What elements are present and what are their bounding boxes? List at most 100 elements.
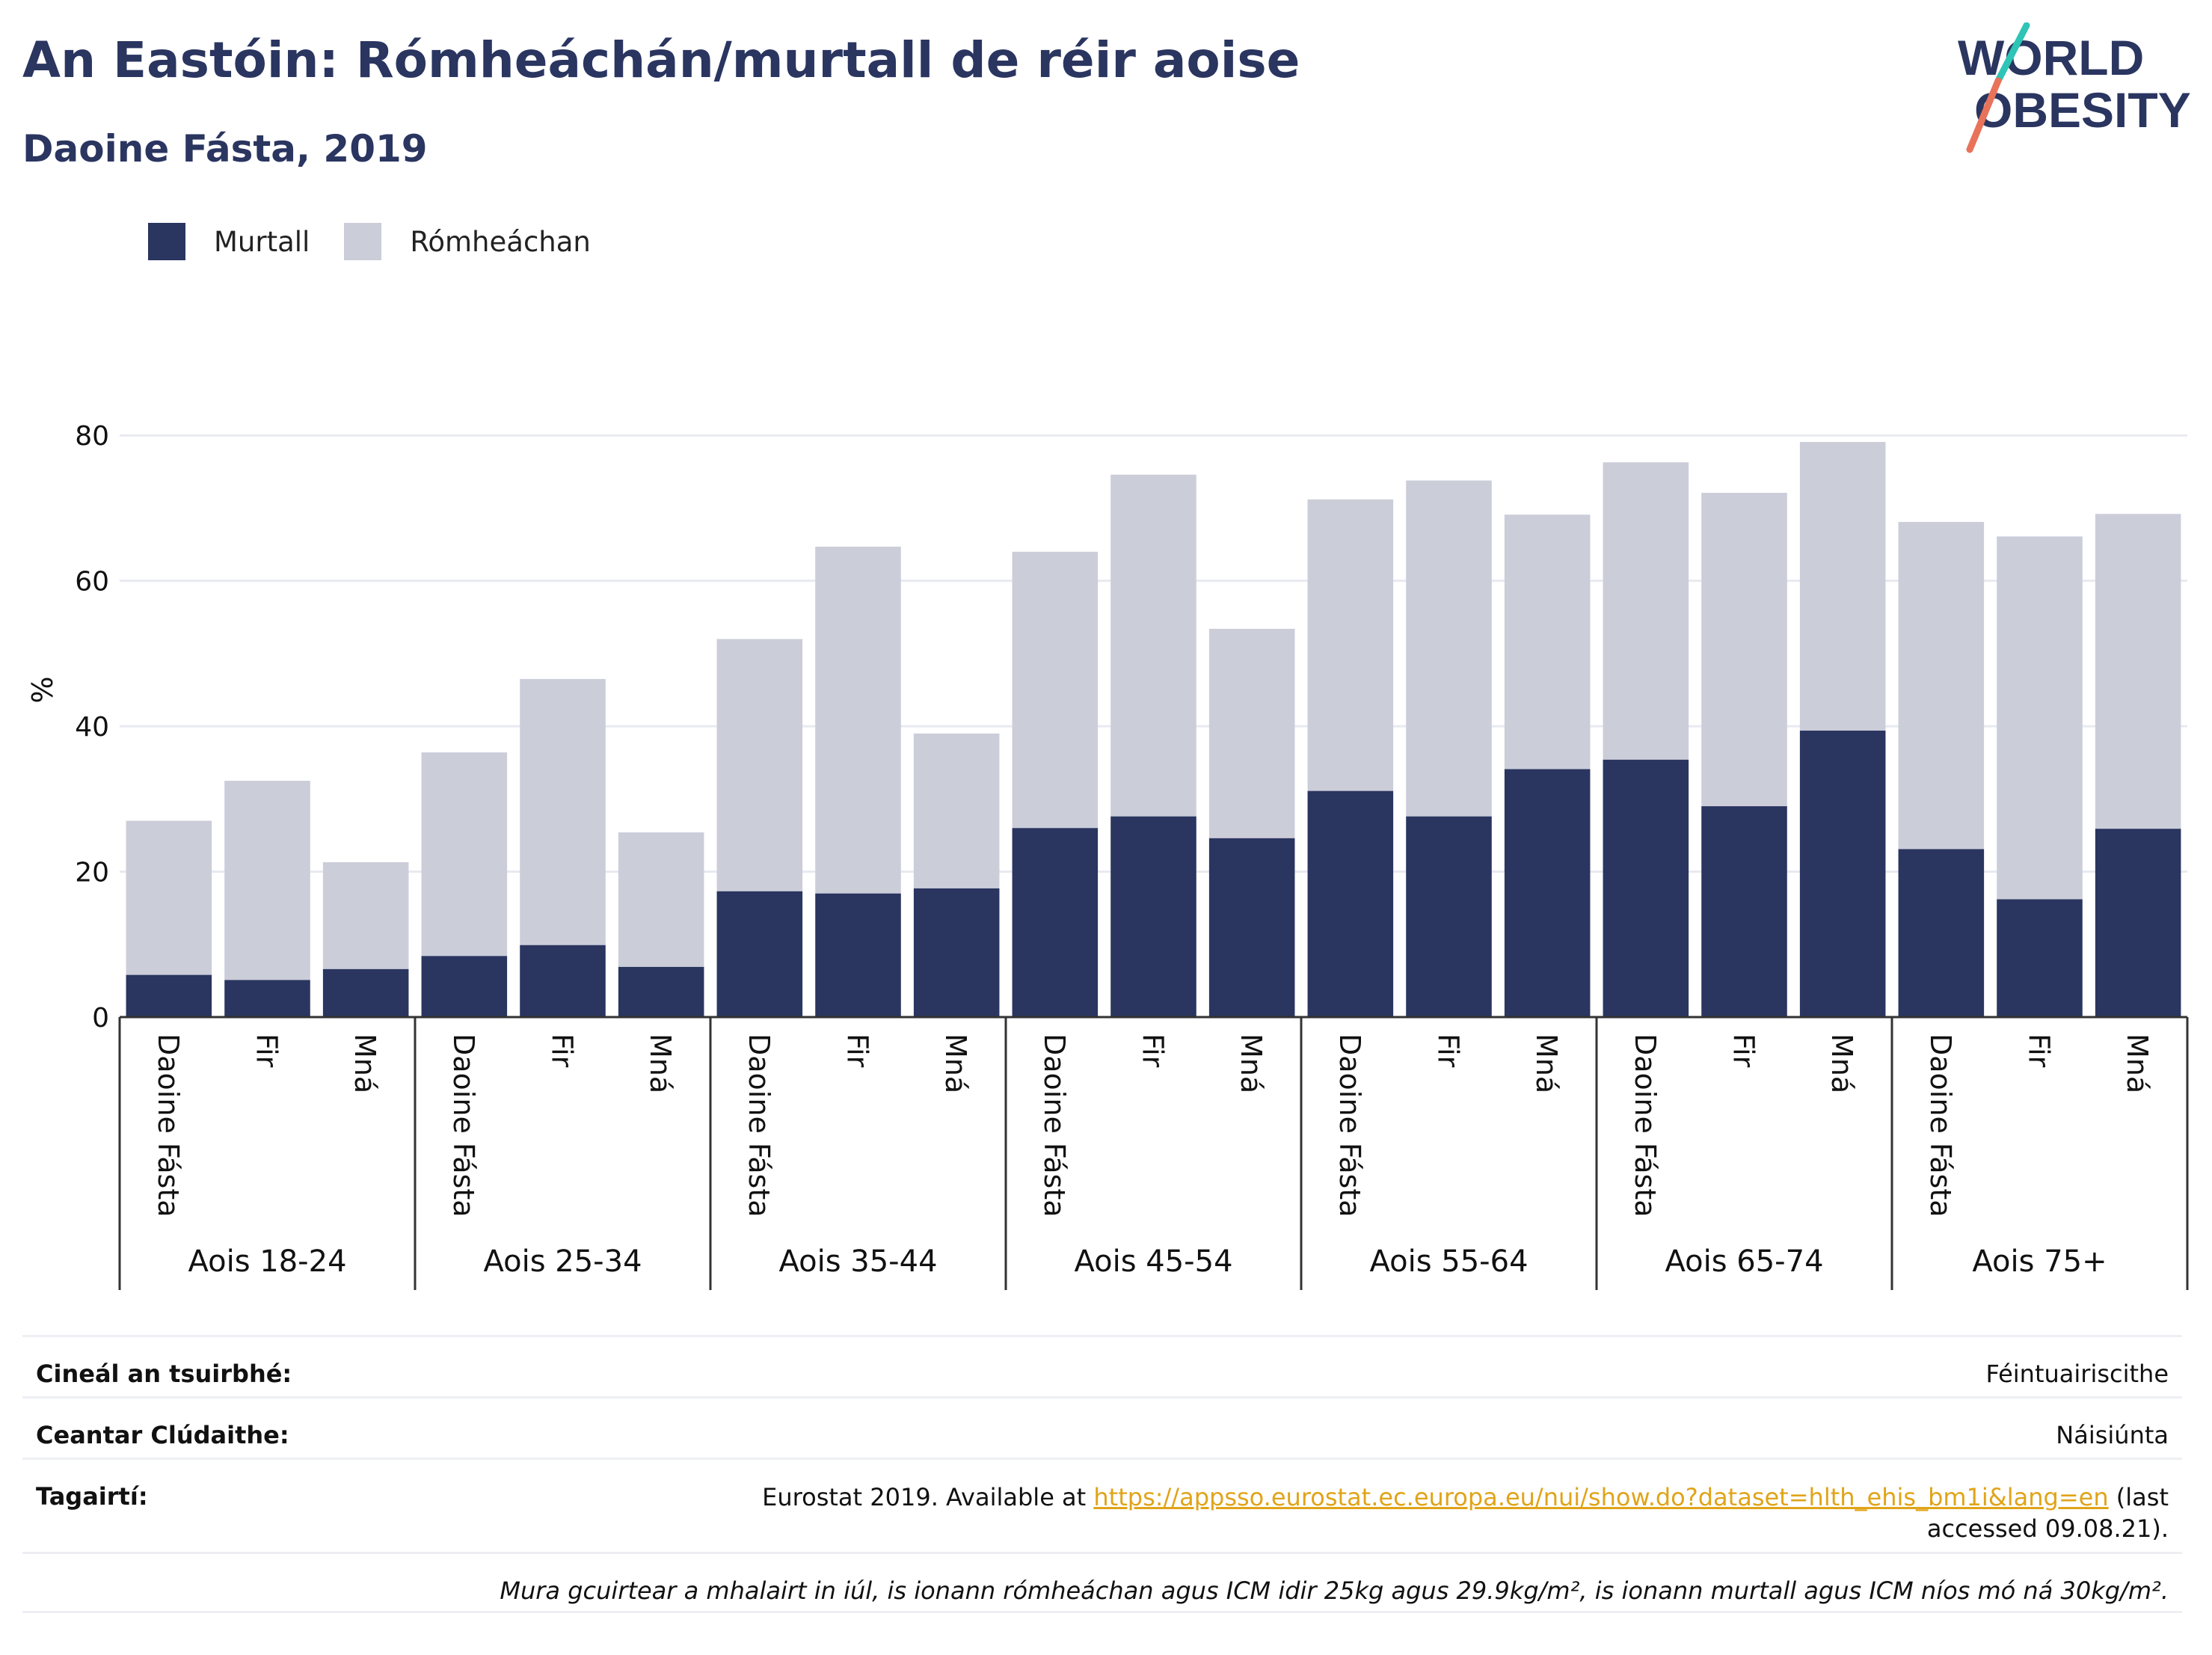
- x-category-label: Mná: [348, 1034, 381, 1093]
- bar-obesity: [1701, 806, 1787, 1017]
- x-group-label: Aois 65-74: [1665, 1244, 1823, 1279]
- bar-obesity: [1504, 769, 1591, 1017]
- page-title: An Eastóin: Rómheáchán/murtall de réir a…: [22, 31, 1300, 89]
- x-group-label: Aois 75+: [1972, 1244, 2107, 1279]
- x-category-label: Fir: [251, 1034, 283, 1068]
- bar-obesity: [1208, 838, 1295, 1017]
- legend-label-overweight: Rómheáchan: [410, 225, 591, 258]
- x-category-label: Mná: [939, 1034, 972, 1093]
- logo-slash-coral: [1966, 77, 2002, 153]
- y-tick-label: 60: [75, 567, 109, 598]
- x-category-label: Fir: [546, 1034, 579, 1068]
- references-link[interactable]: https://appsso.eurostat.ec.europa.eu/nui…: [1093, 1483, 2109, 1511]
- bar-overweight: [520, 678, 606, 945]
- x-category-label: Fir: [1727, 1034, 1760, 1068]
- bar-obesity: [1012, 828, 1099, 1017]
- x-category-label: Daoine Fásta: [1333, 1034, 1366, 1218]
- bar-overweight: [1898, 521, 1985, 850]
- bar-overweight: [1012, 551, 1099, 829]
- references-prefix: Eurostat 2019. Available at: [762, 1483, 1094, 1511]
- definition-note: Mura gcuirtear a mhalairt in iúl, is ion…: [500, 1576, 2169, 1605]
- x-category-label: Fir: [1432, 1034, 1465, 1068]
- references-label: Tagairtí:: [36, 1482, 148, 1511]
- legend-item-obesity[interactable]: Murtall: [148, 223, 310, 260]
- bar-obesity: [815, 893, 901, 1017]
- bar-overweight: [1799, 441, 1886, 731]
- survey-type-label: Cineál an tsuirbhé:: [36, 1360, 292, 1388]
- x-group-label: Aois 45-54: [1074, 1244, 1232, 1279]
- x-category-label: Fir: [1137, 1034, 1170, 1068]
- x-category-label: Daoine Fásta: [1629, 1034, 1662, 1218]
- bar-obesity: [1997, 899, 2083, 1017]
- bar-obesity: [1799, 730, 1886, 1017]
- y-tick-label: 40: [75, 712, 109, 743]
- x-group-label: Aois 55-64: [1369, 1244, 1528, 1279]
- x-category-label: Mná: [644, 1034, 677, 1093]
- bar-obesity: [322, 968, 409, 1017]
- references-suffix: (last accessed 09.08.21).: [1926, 1483, 2169, 1543]
- bar-overweight: [618, 832, 704, 967]
- bar-overweight: [421, 752, 508, 957]
- bar-overweight: [224, 781, 310, 980]
- legend-label-obesity: Murtall: [214, 225, 310, 258]
- legend-swatch-overweight: [344, 223, 382, 260]
- info-table: Cineál an tsuirbhé: Féintuairiscithe Cea…: [22, 1335, 2182, 1613]
- bar-overweight: [1406, 480, 1492, 817]
- bar-obesity: [1898, 849, 1985, 1017]
- bar-obesity: [913, 888, 1000, 1017]
- bar-overweight: [716, 639, 803, 891]
- bar-overweight: [913, 733, 1000, 888]
- info-row-coverage: Ceantar Clúdaithe: Náisiúnta: [22, 1396, 2182, 1458]
- bar-overweight: [322, 862, 409, 969]
- x-category-label: Daoine Fásta: [743, 1034, 775, 1218]
- chart-legend: Murtall Rómheáchan: [148, 221, 625, 262]
- bar-overweight: [1997, 536, 2083, 900]
- bar-overweight: [1208, 628, 1295, 838]
- bar-obesity: [421, 956, 508, 1017]
- bar-obesity: [1307, 790, 1394, 1017]
- x-category-label: Mná: [1235, 1034, 1268, 1093]
- bar-obesity: [1110, 816, 1196, 1017]
- bar-obesity: [1603, 759, 1689, 1017]
- x-category-label: Daoine Fásta: [1038, 1034, 1071, 1218]
- x-group-label: Aois 35-44: [778, 1244, 937, 1279]
- references-value: Eurostat 2019. Available at https://apps…: [673, 1482, 2169, 1552]
- bar-overweight: [1603, 462, 1689, 760]
- x-group-label: Aois 18-24: [188, 1244, 346, 1279]
- bar-obesity: [716, 891, 803, 1017]
- bar-obesity: [1406, 816, 1492, 1017]
- x-category-label: Daoine Fásta: [1924, 1034, 1957, 1218]
- x-category-label: Daoine Fásta: [152, 1034, 185, 1218]
- x-category-label: Mná: [1530, 1034, 1563, 1093]
- legend-item-overweight[interactable]: Rómheáchan: [344, 223, 591, 260]
- survey-type-value: Féintuairiscithe: [1985, 1360, 2169, 1388]
- page-subtitle: Daoine Fásta, 2019: [22, 127, 428, 171]
- logo-text-obesity: OBESITY: [1974, 82, 2191, 138]
- legend-swatch-obesity: [148, 223, 185, 260]
- bar-obesity: [520, 945, 606, 1017]
- bar-overweight: [1110, 474, 1196, 817]
- logo-slash-teal: [1994, 22, 2030, 85]
- x-category-label: Mná: [2121, 1034, 2154, 1093]
- bar-obesity: [618, 966, 704, 1017]
- world-obesity-logo: WORLD OBESITY: [1958, 22, 2191, 153]
- coverage-value: Náisiúnta: [2056, 1421, 2169, 1449]
- y-axis-label: %: [26, 676, 59, 703]
- logo-text-world: WORLD: [1958, 30, 2144, 85]
- x-group-label: Aois 25-34: [483, 1244, 642, 1279]
- y-tick-label: 80: [75, 421, 109, 452]
- x-category-label: Fir: [2023, 1034, 2056, 1068]
- coverage-label: Ceantar Clúdaithe:: [36, 1421, 289, 1449]
- x-category-label: Fir: [841, 1034, 874, 1068]
- bar-obesity: [2095, 829, 2181, 1017]
- bar-overweight: [1701, 493, 1787, 807]
- info-row-survey: Cineál an tsuirbhé: Féintuairiscithe: [22, 1335, 2182, 1396]
- bar-overweight: [1504, 515, 1591, 770]
- info-row-note: Mura gcuirtear a mhalairt in iúl, is ion…: [22, 1552, 2182, 1613]
- bar-overweight: [126, 820, 212, 975]
- bar-overweight: [2095, 514, 2181, 829]
- bar-overweight: [1307, 499, 1394, 791]
- bar-overweight: [815, 546, 901, 894]
- info-row-references: Tagairtí: Eurostat 2019. Available at ht…: [22, 1458, 2182, 1552]
